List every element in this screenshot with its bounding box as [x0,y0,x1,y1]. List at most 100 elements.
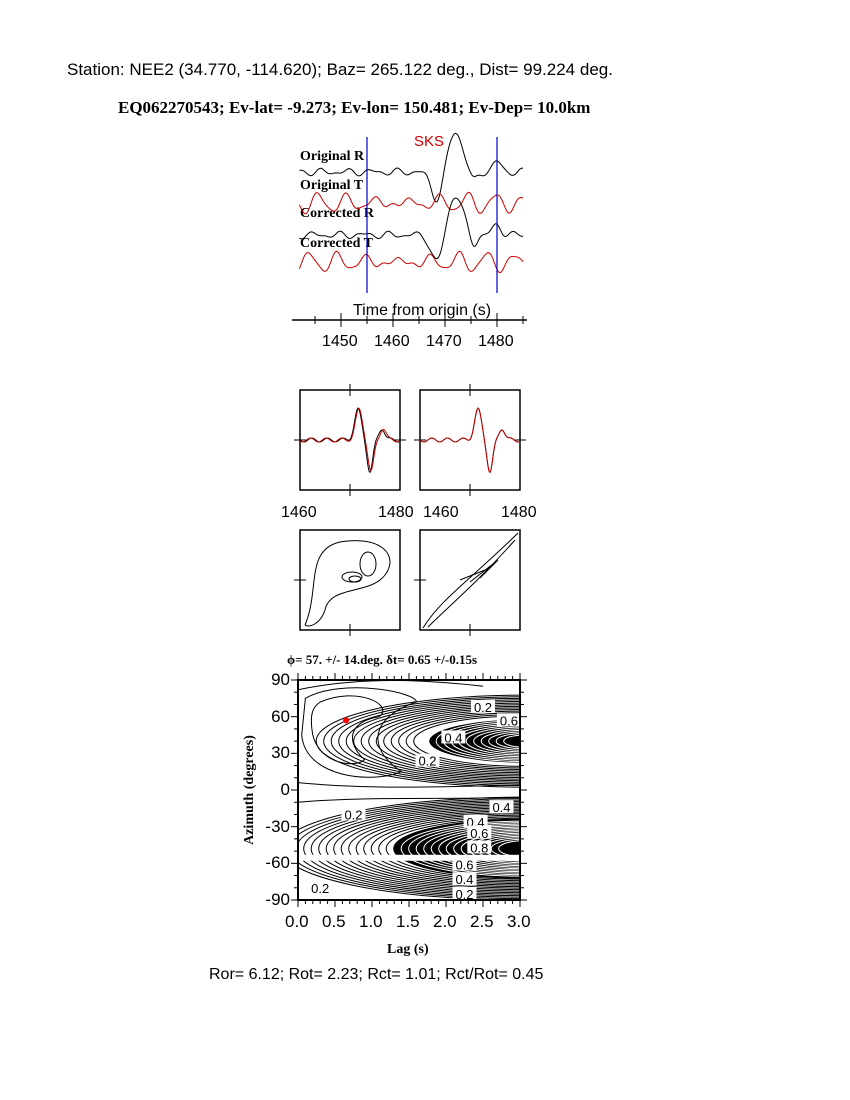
x-tick-label: 1.0 [359,912,383,931]
contour-line [415,823,520,874]
y-tick-label: 30 [271,743,290,763]
trace-original-t [298,191,524,215]
y-tick-label: 0 [280,780,290,799]
contour-line [355,811,520,886]
contour-label: 0.6 [470,826,488,841]
contour-line [333,807,520,891]
x-tick-label: 0.5 [322,912,346,931]
contour-line [438,828,520,870]
contour-line [428,718,520,764]
waveform-transverse [299,407,401,472]
contour-minimum [310,695,384,765]
waveform-panel-original [294,384,406,496]
contour-label: 0.4 [444,730,462,745]
time-tick-1460: 1460 [374,333,410,350]
contour-line [473,728,520,754]
trace-original-r [299,132,524,203]
panel2-tick-1460: 1460 [423,504,459,521]
y-tick-label: -30 [265,816,290,836]
ratio-summary: Ror= 6.12; Rot= 2.23; Rct= 1.01; Rct/Rot… [209,966,544,983]
panel1-tick-1480: 1480 [378,504,414,521]
trace-label-corrected-t: Corrected T [300,236,373,251]
trace-corrected-r [299,197,524,260]
contour-label: 0.4 [455,872,473,887]
contour-line [390,710,520,772]
contour-line [301,687,417,778]
panel1-tick-1460: 1460 [281,504,317,521]
contour-line [405,713,520,769]
waveform-panel-corrected [414,384,526,496]
contour-line [400,820,520,877]
contour-line [460,832,520,865]
contour-label: 0.6 [455,858,473,873]
time-tick-1470: 1470 [426,333,462,350]
contour-label: 0.4 [492,800,510,815]
contour-line [453,831,520,867]
contour-line [413,715,520,767]
contour-label: 0.8 [470,840,488,855]
contour-line [385,817,520,880]
contour-line [363,813,520,885]
contour-label: 0.2 [474,700,492,715]
contour-line [310,802,520,895]
y-tick-label: 60 [271,706,290,726]
contour-line [480,729,520,753]
contour-line [378,816,520,882]
contour-line [303,801,520,897]
sks-phase-label: SKS [414,133,445,150]
contour-line [498,840,520,858]
panel2-tick-1480: 1480 [501,504,537,521]
time-tick-1450: 1450 [322,333,358,350]
contour-line [323,696,520,786]
trace-label-original-r: Original R [300,149,365,164]
y-tick-label: -60 [265,853,290,873]
contour-line [383,709,520,774]
contour-line [503,734,520,748]
contour-line [430,826,520,871]
contour-line [340,808,520,889]
contour-line [330,697,520,785]
contour-line [393,819,520,879]
particle-motion-corrected [414,529,521,636]
contour-label: 0.6 [500,713,518,728]
contour-field: 0.20.60.40.20.2 0.40.40.60.80.60.40.20.2 [298,680,520,900]
trace-label-corrected-r: Corrected R [300,206,374,221]
x-axis-label: Lag (s) [387,942,429,957]
trace-corrected-t [298,250,524,274]
station-title: Station: NEE2 (34.770, -114.620); Baz= 2… [67,60,613,79]
contour-line [318,804,520,894]
contour-line [445,829,520,868]
y-tick-label: 90 [271,670,290,689]
waveform-transverse [419,407,521,474]
x-tick-label: 1.5 [396,912,420,931]
x-tick-label: 0.0 [285,912,309,931]
contour-line [345,701,520,782]
event-title: EQ062270543; Ev-lat= -9.273; Ev-lon= 150… [118,98,591,117]
contour-line [495,733,520,750]
contour-line [315,694,520,788]
contour-line [398,712,520,770]
contour-line [368,705,520,777]
contour-line [298,796,520,803]
waveform-radial [299,407,401,474]
contour-line [375,707,520,775]
best-fit-marker [343,717,350,724]
contour-label: 0.2 [344,807,362,822]
contour-line [423,825,520,873]
x-tick-label: 2.0 [433,912,457,931]
chart-title: ϕ= 57. +/- 14.deg. δt= 0.65 +/-0.15s [287,652,478,667]
contour-label: 0.2 [311,881,329,896]
contour-line [348,810,520,888]
contour-line [360,704,520,779]
x-tick-label: 2.5 [470,912,494,931]
contour-label: 0.2 [418,754,436,769]
contour-line [420,717,520,766]
contour-line [325,805,520,892]
contour-line [370,814,520,883]
y-tick-label: -90 [265,890,290,909]
x-tick-label: 3.0 [507,912,531,931]
trace-label-original-t: Original T [300,178,364,193]
contour-line [465,726,520,756]
